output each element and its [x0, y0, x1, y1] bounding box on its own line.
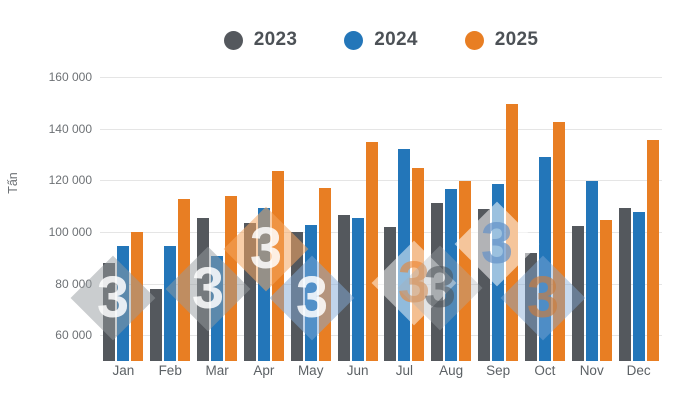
x-axis-label: Jan: [112, 363, 135, 378]
bar-2025-sep[interactable]: [506, 104, 519, 361]
x-axis-label: Feb: [158, 363, 182, 378]
bar-2024-nov[interactable]: [585, 180, 598, 361]
legend-label: 2025: [494, 29, 539, 50]
bar-2023-oct[interactable]: [524, 253, 537, 361]
bar-2025-may[interactable]: [318, 188, 331, 361]
legend-label: 2023: [253, 29, 298, 50]
bar-2024-feb[interactable]: [164, 246, 177, 361]
bar-2023-mar[interactable]: [197, 217, 210, 361]
bar-2023-jul[interactable]: [384, 226, 397, 361]
x-axis-label: Apr: [253, 363, 275, 378]
bar-2024-apr[interactable]: [257, 208, 270, 361]
bar-2025-jan[interactable]: [131, 231, 144, 361]
x-axis-label: Jul: [395, 363, 414, 378]
legend-item-2025[interactable]: 2025: [464, 29, 539, 51]
gridline: [100, 128, 662, 130]
bar-2024-mar[interactable]: [211, 256, 224, 361]
bar-2024-dec[interactable]: [632, 212, 645, 361]
bar-2023-dec[interactable]: [618, 207, 631, 361]
bar-2024-oct[interactable]: [538, 156, 551, 361]
x-axis-label: Sep: [486, 363, 511, 378]
bar-2023-jun[interactable]: [337, 215, 350, 361]
legend-swatch-circle-icon: [223, 30, 243, 50]
x-axis-label: Dec: [626, 363, 651, 378]
x-axis-label: Nov: [579, 363, 604, 378]
bar-2025-feb[interactable]: [178, 199, 191, 361]
bar-2023-apr[interactable]: [243, 223, 256, 361]
x-axis-label: May: [297, 363, 324, 378]
legend-swatch-circle-icon: [344, 30, 364, 50]
bar-2024-sep[interactable]: [492, 184, 505, 361]
legend-item-2023[interactable]: 2023: [223, 29, 298, 51]
bar-2025-apr[interactable]: [271, 171, 284, 361]
gridline: [100, 77, 662, 78]
bar-2023-may[interactable]: [290, 231, 303, 361]
bar-2024-jun[interactable]: [351, 217, 364, 361]
legend-label: 2024: [374, 29, 418, 50]
y-axis-tick-label: 100 000: [48, 224, 92, 239]
bar-2025-oct[interactable]: [552, 122, 565, 361]
bar-2023-feb[interactable]: [150, 289, 163, 361]
bar-2023-aug[interactable]: [431, 202, 444, 361]
y-axis-tick-label: 160 000: [48, 70, 92, 84]
bar-2023-sep[interactable]: [478, 208, 491, 361]
y-axis-tick-label: 80 000: [55, 276, 92, 291]
legend: 2023 2024 2025: [100, 22, 662, 58]
gridline: [100, 335, 662, 337]
bar-2025-dec[interactable]: [646, 140, 659, 361]
y-axis-tick-label: 140 000: [48, 121, 92, 136]
gridline: [100, 180, 662, 182]
bar-2024-jul[interactable]: [398, 149, 411, 361]
bar-2025-jun[interactable]: [365, 141, 378, 361]
x-axis-label: Jun: [346, 363, 369, 378]
legend-swatch-circle-icon: [464, 30, 484, 50]
bar-2025-jul[interactable]: [412, 168, 425, 361]
bar-2024-jan[interactable]: [117, 245, 130, 361]
bar-2024-may[interactable]: [304, 224, 317, 361]
bar-2025-aug[interactable]: [459, 181, 472, 361]
x-axis-label: Aug: [439, 363, 464, 378]
bar-2025-mar[interactable]: [225, 196, 238, 361]
y-axis-tick-label: 60 000: [55, 328, 92, 343]
bar-2023-nov[interactable]: [571, 226, 584, 361]
bar-2023-jan[interactable]: [103, 263, 116, 361]
x-axis-label: Oct: [534, 363, 556, 378]
bar-2025-nov[interactable]: [599, 219, 612, 361]
legend-item-2024[interactable]: 2024: [344, 29, 417, 51]
gridline: [100, 231, 662, 233]
y-axis-tick-label: 120 000: [48, 173, 92, 188]
bar-2024-aug[interactable]: [445, 189, 458, 361]
x-axis-label: Mar: [205, 363, 229, 378]
